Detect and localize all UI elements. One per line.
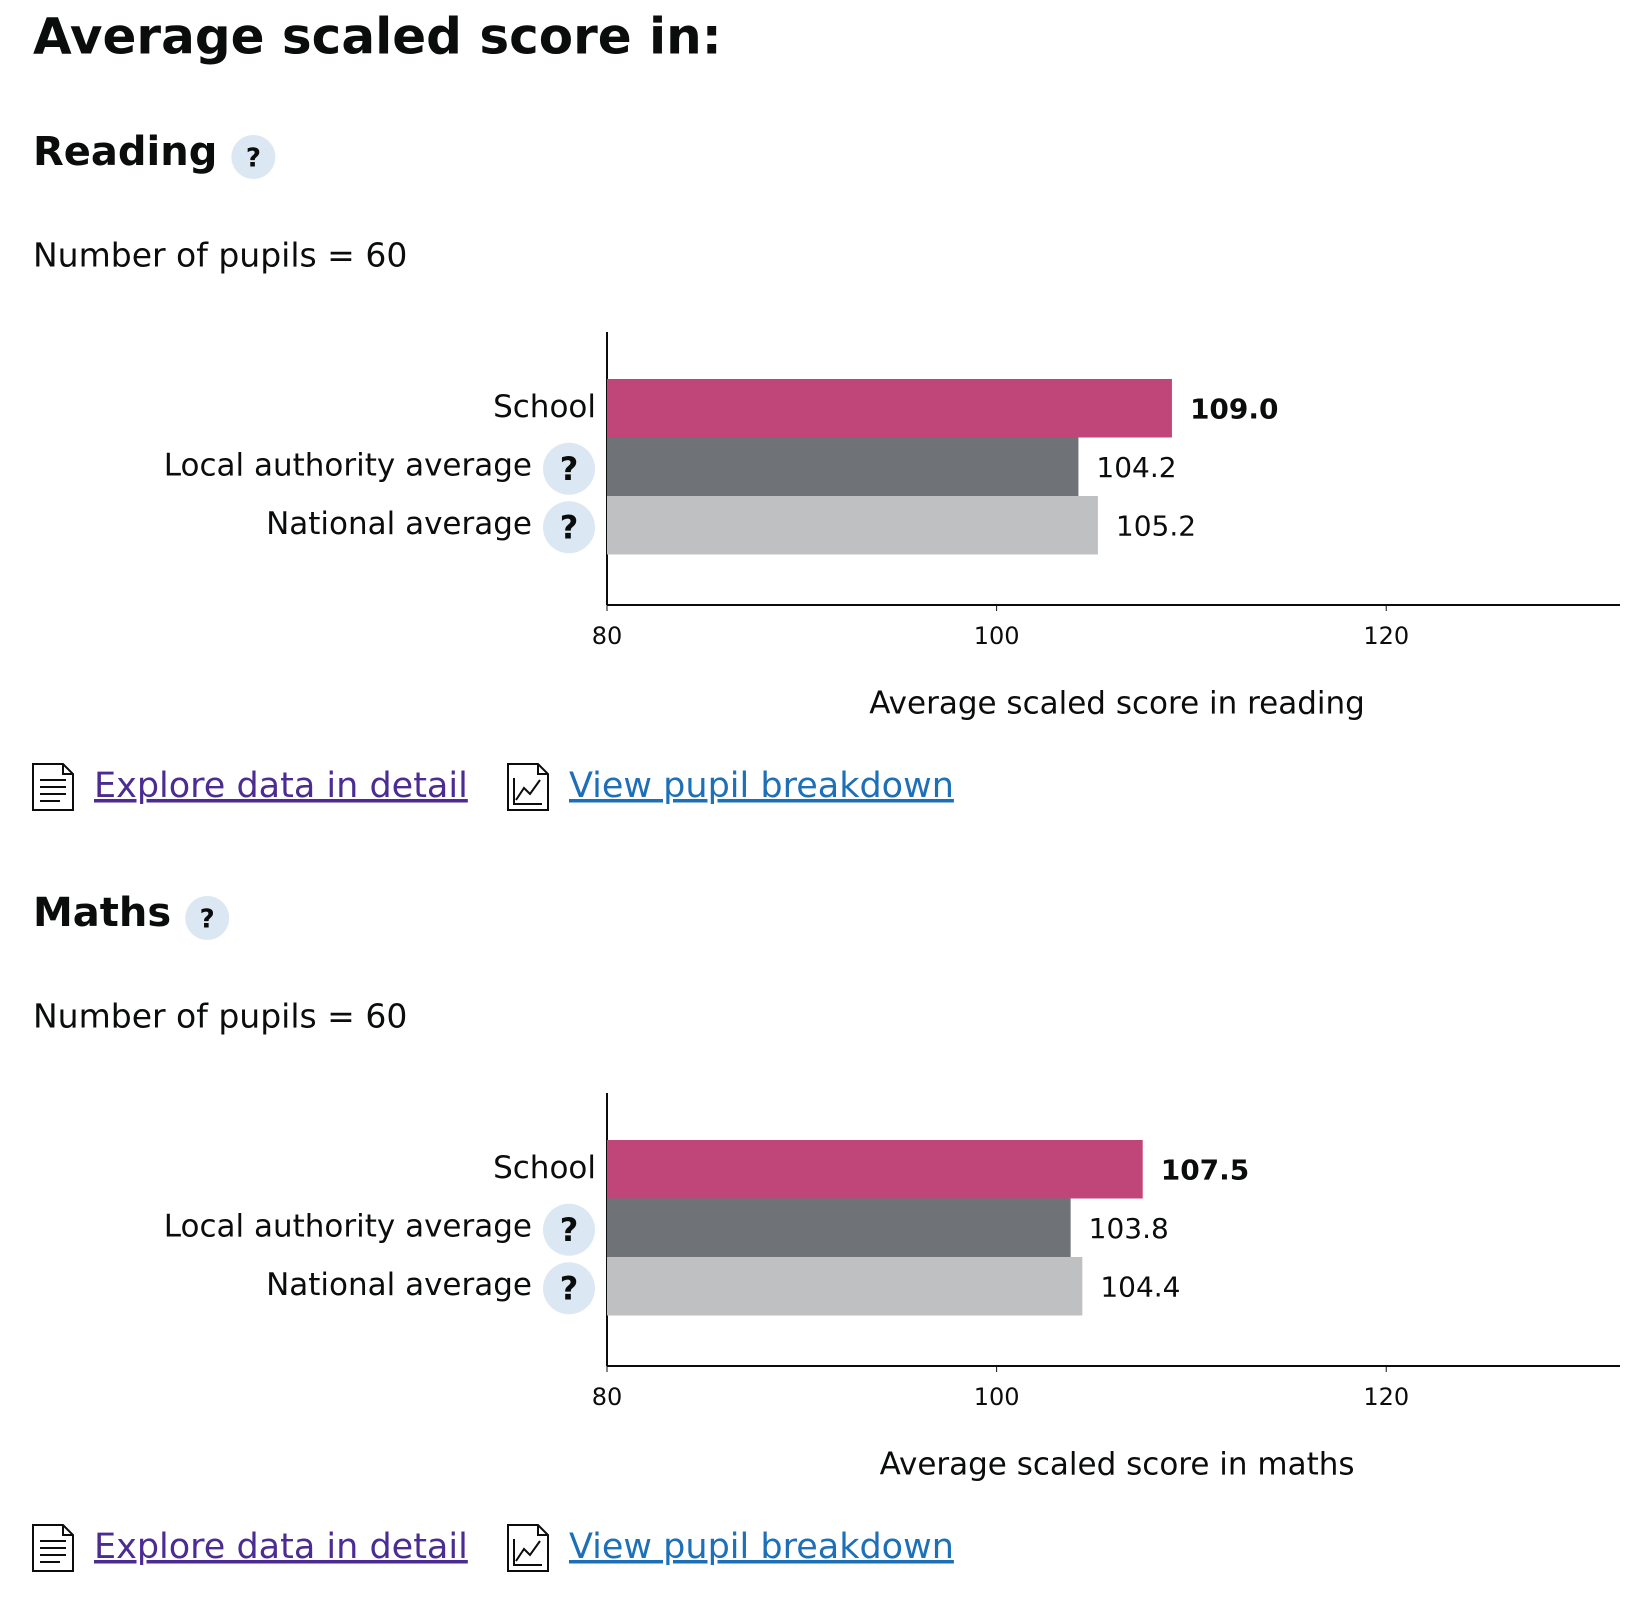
chart-icon <box>507 763 549 811</box>
help-icon-bg[interactable] <box>231 135 276 179</box>
value-label: 104.2 <box>1096 451 1176 484</box>
link[interactable]: Explore data in detail <box>94 1527 468 1567</box>
help-icon[interactable]: ? <box>560 508 579 546</box>
chart-icon <box>507 1524 549 1572</box>
category-label: National average <box>266 1267 532 1303</box>
help-icon[interactable]: ? <box>560 1211 579 1249</box>
x-tick-label: 100 <box>974 622 1020 650</box>
value-label: 105.2 <box>1116 509 1196 542</box>
pupil-count: Number of pupils = 60 <box>33 236 407 275</box>
value-label: 103.8 <box>1089 1212 1169 1245</box>
help-icon-bg[interactable] <box>543 501 595 554</box>
help-icon[interactable]: ? <box>246 144 261 174</box>
bar <box>607 437 1079 496</box>
x-tick-label: 80 <box>592 622 623 650</box>
category-label: Local authority average <box>164 447 532 483</box>
pupil-count: Number of pupils = 60 <box>33 997 407 1036</box>
help-icon-bg[interactable] <box>185 896 230 940</box>
category-label: School <box>493 1150 596 1186</box>
x-tick-label: 80 <box>592 1383 623 1411</box>
value-label: 104.4 <box>1100 1270 1180 1303</box>
bar <box>607 1140 1143 1199</box>
help-icon[interactable]: ? <box>560 1269 579 1307</box>
x-tick-label: 120 <box>1363 1383 1409 1411</box>
bar <box>607 379 1172 438</box>
x-tick-label: 100 <box>974 1383 1020 1411</box>
link[interactable]: View pupil breakdown <box>569 766 954 806</box>
x-axis-label: Average scaled score in reading <box>869 686 1365 722</box>
bar <box>607 1257 1083 1316</box>
value-label: 107.5 <box>1161 1153 1250 1186</box>
category-label: National average <box>266 506 532 542</box>
category-label: Local authority average <box>164 1208 532 1244</box>
link[interactable]: Explore data in detail <box>94 766 468 806</box>
bar <box>607 1198 1071 1257</box>
page-title: Average scaled score in: <box>33 8 722 66</box>
doc-icon <box>32 763 74 811</box>
help-icon-bg[interactable] <box>543 1262 595 1315</box>
bar <box>607 496 1098 555</box>
help-icon[interactable]: ? <box>560 450 579 488</box>
section-heading: Reading <box>33 129 217 175</box>
section-heading: Maths <box>33 890 171 936</box>
category-label: School <box>493 389 596 425</box>
value-label: 109.0 <box>1190 392 1279 425</box>
doc-icon <box>32 1524 74 1572</box>
x-tick-label: 120 <box>1363 622 1409 650</box>
help-icon-bg[interactable] <box>543 1203 595 1256</box>
link[interactable]: View pupil breakdown <box>569 1527 954 1567</box>
help-icon-bg[interactable] <box>543 442 595 495</box>
help-icon[interactable]: ? <box>200 905 215 935</box>
x-axis-label: Average scaled score in maths <box>880 1447 1355 1483</box>
